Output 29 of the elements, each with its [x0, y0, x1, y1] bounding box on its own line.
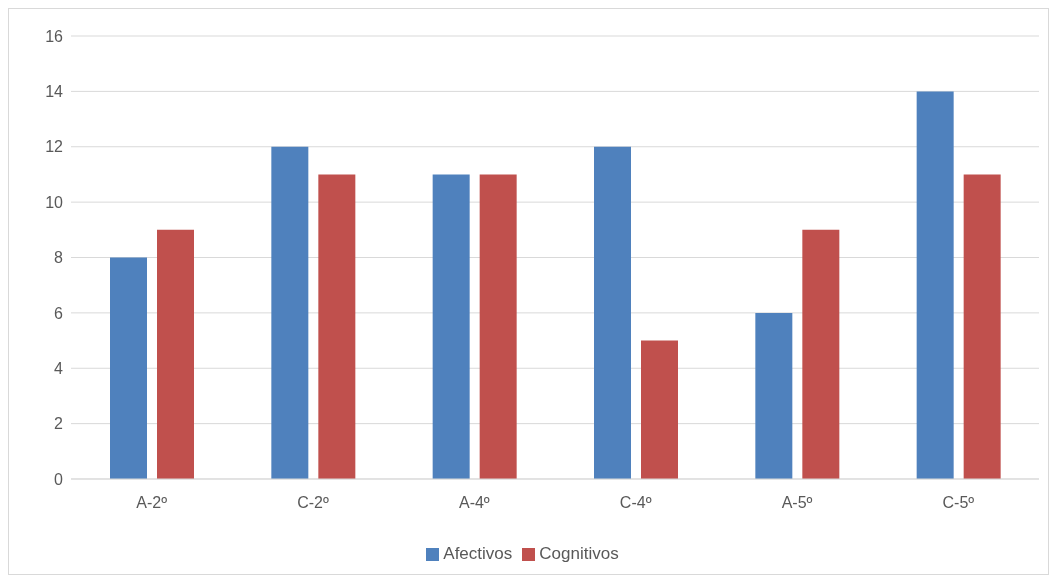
x-tick-label: A-5º — [781, 494, 813, 512]
y-tick-label: 0 — [54, 470, 64, 488]
x-tick-label: C-5º — [942, 494, 975, 512]
y-tick-label: 4 — [54, 359, 64, 377]
y-tick-label: 14 — [45, 83, 64, 101]
bar — [916, 91, 954, 479]
bar — [271, 146, 309, 479]
legend-label: Cognitivos — [539, 544, 619, 563]
bar — [479, 174, 517, 479]
x-tick-label: C-4º — [619, 494, 652, 512]
y-tick-label: 8 — [54, 249, 64, 267]
bar — [594, 146, 631, 479]
y-tick-label: 6 — [54, 304, 64, 322]
bar — [110, 257, 147, 479]
legend-label: Afectivos — [443, 544, 513, 563]
bar — [963, 174, 1001, 479]
x-tick-label: A-2º — [136, 494, 168, 512]
bar — [157, 229, 194, 479]
bar — [755, 312, 793, 479]
y-tick-label: 12 — [45, 138, 64, 156]
y-tick-label: 16 — [45, 27, 64, 45]
bar — [641, 340, 678, 479]
y-tick-label: 2 — [54, 415, 64, 433]
bar — [318, 174, 356, 479]
x-tick-label: A-4º — [458, 494, 490, 512]
bar — [432, 174, 470, 479]
x-tick-label: C-2º — [297, 494, 329, 512]
bar — [802, 229, 840, 479]
y-tick-label: 10 — [45, 193, 64, 211]
